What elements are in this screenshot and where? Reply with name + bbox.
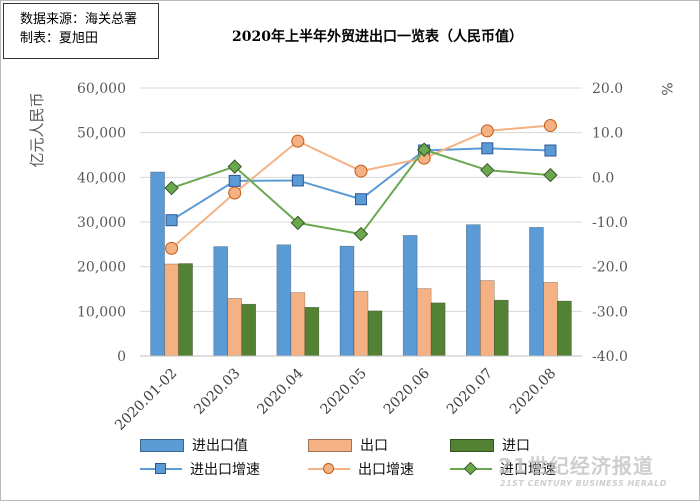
circle-marker xyxy=(354,164,368,178)
diamond-marker xyxy=(543,167,558,183)
legend-item: 进口增速 xyxy=(450,458,556,480)
chart-legend: 进出口值 出口 进口进出口增速 出口增速 进口增速 xyxy=(140,434,610,484)
maker-line: 制表：夏旭田 xyxy=(20,31,99,46)
legend-label: 出口增速 xyxy=(358,462,414,478)
y-left-axis-label: 亿元人民币 xyxy=(28,92,46,167)
legend-item: 进出口值 xyxy=(140,434,248,456)
legend-item: 进口 xyxy=(450,434,530,456)
x-tick-label: 2020.05 xyxy=(318,366,370,418)
square-marker xyxy=(355,193,367,206)
y-right-tick-label: 10.0 xyxy=(592,126,623,142)
y-left-tick-label: 40,000 xyxy=(77,170,126,186)
legend-line-swatch xyxy=(140,463,182,475)
square-marker xyxy=(291,174,304,187)
y-left-tick-label: 30,000 xyxy=(77,215,126,231)
bar-2 xyxy=(543,281,558,357)
bar-3 xyxy=(430,302,446,357)
bar-3 xyxy=(557,300,572,357)
diamond-marker xyxy=(227,159,242,174)
legend-label: 进出口值 xyxy=(192,438,248,454)
y-left-tick-label: 60,000 xyxy=(77,81,126,97)
x-tick-label: 2020.07 xyxy=(444,366,496,418)
legend-item: 进出口增速 xyxy=(140,458,260,480)
source-info-box: 数据来源：海关总署 制表：夏旭田 xyxy=(3,3,159,59)
circle-marker xyxy=(165,241,179,255)
circle-marker xyxy=(543,119,557,133)
legend-label: 进口 xyxy=(502,438,530,454)
bar-3 xyxy=(367,310,383,357)
bar-1 xyxy=(150,171,165,357)
bar-2 xyxy=(416,288,432,357)
legend-label: 进出口增速 xyxy=(190,462,260,478)
bar-1 xyxy=(465,224,481,357)
bar-2 xyxy=(164,263,179,357)
bar-2 xyxy=(227,298,243,357)
bar-2 xyxy=(290,292,306,357)
bar-2 xyxy=(479,280,495,357)
bar-3 xyxy=(493,299,509,357)
y-right-tick-label: -20.0 xyxy=(592,260,628,276)
bar-1 xyxy=(213,246,229,357)
source-line: 数据来源：海关总署 xyxy=(20,12,138,27)
x-tick-label: 2020.01-02 xyxy=(112,366,180,434)
line-square xyxy=(171,147,551,222)
y-left-tick-label: 20,000 xyxy=(77,260,126,276)
y-right-tick-label: -10.0 xyxy=(592,215,628,231)
diamond-marker xyxy=(290,215,306,231)
y-right-axis-label: % xyxy=(658,82,674,95)
bar-1 xyxy=(402,235,418,357)
bar-1 xyxy=(529,227,544,357)
diamond-marker xyxy=(164,180,179,196)
bar-3 xyxy=(178,263,193,357)
y-right-tick-label: 20.0 xyxy=(592,81,623,97)
legend-line-swatch xyxy=(308,463,350,475)
bar-1 xyxy=(339,245,355,357)
legend-item: 出口增速 xyxy=(308,458,414,480)
chart-title: 2020年上半年外贸进出口一览表（人民币值） xyxy=(232,29,523,45)
square-marker xyxy=(481,142,494,155)
y-left-tick-label: 50,000 xyxy=(77,126,126,142)
diamond-marker xyxy=(353,226,369,242)
y-right-tick-label: -40.0 xyxy=(592,349,628,365)
x-tick-label: 2020.08 xyxy=(507,366,559,418)
circle-marker xyxy=(228,186,242,200)
y-left-tick-label: 0 xyxy=(117,349,126,365)
square-marker xyxy=(228,174,241,187)
legend-swatch xyxy=(140,438,184,452)
y-left-tick-label: 10,000 xyxy=(77,304,126,320)
square-marker xyxy=(544,144,557,157)
x-tick-label: 2020.03 xyxy=(191,366,243,418)
square-marker xyxy=(165,214,178,227)
bar-2 xyxy=(353,290,369,357)
legend-label: 进口增速 xyxy=(500,462,556,478)
bar-1 xyxy=(276,244,292,357)
legend-swatch xyxy=(450,438,494,452)
bar-3 xyxy=(241,303,257,357)
diamond-marker xyxy=(480,162,495,178)
legend-label: 出口 xyxy=(360,438,388,454)
x-tick-label: 2020.04 xyxy=(254,365,306,417)
diamond-marker xyxy=(416,142,432,157)
bar-3 xyxy=(304,307,320,357)
x-tick-label: 2020.06 xyxy=(381,365,433,417)
y-right-tick-label: -30.0 xyxy=(592,304,628,320)
legend-swatch xyxy=(308,438,352,452)
circle-marker xyxy=(480,124,494,138)
legend-line-swatch xyxy=(450,461,492,476)
circle-marker xyxy=(291,134,305,148)
legend-item: 出口 xyxy=(308,434,388,456)
y-right-tick-label: 0.0 xyxy=(592,170,614,186)
